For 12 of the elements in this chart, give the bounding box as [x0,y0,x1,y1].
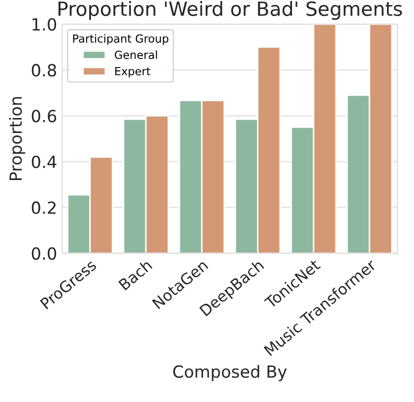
y-tick-label: 0.2 [32,201,56,214]
y-tick-label: 1.0 [32,18,56,31]
y-axis-title: Proportion [9,97,26,180]
x-axis-title: Composed By [173,364,287,382]
y-tick-label: 0.8 [32,64,56,77]
y-tick-label: 0.6 [32,110,56,122]
legend-title: Participant Group [73,34,168,45]
legend-label: Expert [115,67,150,78]
y-tick-label: 0.4 [32,156,56,168]
legend-label: General [114,50,157,60]
y-tick-label: 0.0 [32,247,56,260]
chart-title: Proportion 'Weird or Bad' Segments [58,1,402,20]
